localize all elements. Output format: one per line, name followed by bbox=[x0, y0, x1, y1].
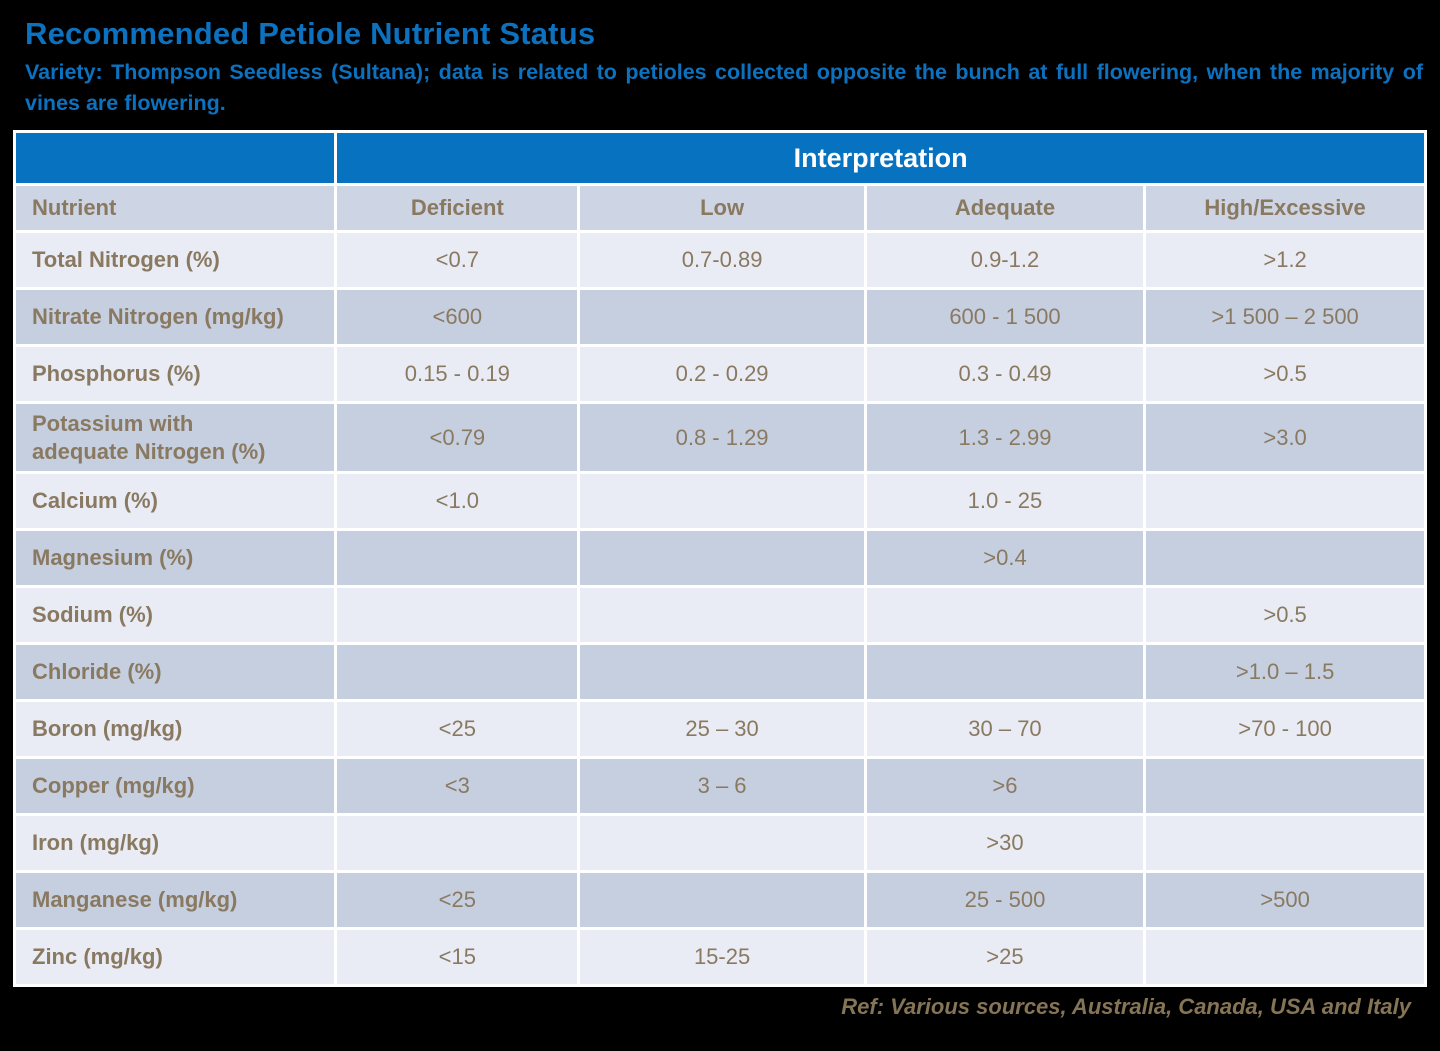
deficient-value-cell: <3 bbox=[337, 759, 578, 814]
table-row: Zinc (mg/kg) <15 15-25 >25 bbox=[16, 930, 1424, 985]
table-row: Nitrate Nitrogen (mg/kg) <600 600 - 1 500 >… bbox=[16, 290, 1424, 345]
high-value-cell: >0.5 bbox=[1146, 588, 1424, 643]
high-value-cell: >3.0 bbox=[1146, 404, 1424, 472]
low-value-cell bbox=[580, 816, 864, 871]
column-header-nutrient: Nutrient bbox=[16, 186, 335, 231]
low-value-cell bbox=[580, 645, 864, 700]
high-value-cell: >70 - 100 bbox=[1146, 702, 1424, 757]
adequate-value-cell: 1.3 - 2.99 bbox=[866, 404, 1144, 472]
table-row: Iron (mg/kg) >30 bbox=[16, 816, 1424, 871]
adequate-value-cell: 600 - 1 500 bbox=[866, 290, 1144, 345]
low-value-cell bbox=[580, 474, 864, 529]
deficient-value-cell: 0.15 - 0.19 bbox=[337, 347, 578, 402]
deficient-value-cell: <15 bbox=[337, 930, 578, 985]
nutrient-cell: Calcium (%) bbox=[16, 474, 335, 529]
high-value-cell: >0.5 bbox=[1146, 347, 1424, 402]
interpretation-header-row: Interpretation bbox=[16, 133, 1424, 184]
high-value-cell bbox=[1146, 474, 1424, 529]
adequate-value-cell bbox=[866, 645, 1144, 700]
low-value-cell: 0.8 - 1.29 bbox=[580, 404, 864, 472]
nutrient-cell: Magnesium (%) bbox=[16, 531, 335, 586]
deficient-value-cell bbox=[337, 588, 578, 643]
table-row: Total Nitrogen (%) <0.7 0.7-0.89 0.9-1.2 >1.… bbox=[16, 233, 1424, 288]
low-value-cell: 0.7-0.89 bbox=[580, 233, 864, 288]
adequate-value-cell: 0.9-1.2 bbox=[866, 233, 1144, 288]
deficient-value-cell bbox=[337, 531, 578, 586]
deficient-value-cell: <600 bbox=[337, 290, 578, 345]
low-value-cell bbox=[580, 873, 864, 928]
low-value-cell bbox=[580, 290, 864, 345]
table-row: Chloride (%) >1.0 – 1.5 bbox=[16, 645, 1424, 700]
table-row: Magnesium (%) >0.4 bbox=[16, 531, 1424, 586]
adequate-value-cell: >30 bbox=[866, 816, 1144, 871]
table-row: Potassium with adequate Nitrogen (%) <0.7… bbox=[16, 404, 1424, 472]
high-value-cell: >1 500 – 2 500 bbox=[1146, 290, 1424, 345]
low-value-cell bbox=[580, 588, 864, 643]
page-title: Recommended Petiole Nutrient Status bbox=[25, 16, 596, 51]
nutrient-cell: Iron (mg/kg) bbox=[16, 816, 335, 871]
reference-note: Ref: Various sources, Australia, Canada,… bbox=[841, 994, 1411, 1020]
deficient-value-cell: <0.79 bbox=[337, 404, 578, 472]
column-header-row: Nutrient Deficient Low Adequate High/Exc… bbox=[16, 186, 1424, 231]
table-body: Total Nitrogen (%) <0.7 0.7-0.89 0.9-1.2 >1.… bbox=[16, 233, 1424, 985]
high-value-cell bbox=[1146, 930, 1424, 985]
table-row: Boron (mg/kg) <25 25 – 30 30 – 70 >70 - 100 bbox=[16, 702, 1424, 757]
nutrient-cell: Sodium (%) bbox=[16, 588, 335, 643]
interpretation-header: Interpretation bbox=[337, 133, 1424, 184]
deficient-value-cell: <25 bbox=[337, 702, 578, 757]
deficient-value-cell: <25 bbox=[337, 873, 578, 928]
table-row: Calcium (%) <1.0 1.0 - 25 bbox=[16, 474, 1424, 529]
nutrient-cell: Manganese (mg/kg) bbox=[16, 873, 335, 928]
deficient-value-cell: <1.0 bbox=[337, 474, 578, 529]
high-value-cell bbox=[1146, 816, 1424, 871]
table-row: Phosphorus (%) 0.15 - 0.19 0.2 - 0.29 0.3 -… bbox=[16, 347, 1424, 402]
nutrient-cell: Chloride (%) bbox=[16, 645, 335, 700]
nutrient-cell: Zinc (mg/kg) bbox=[16, 930, 335, 985]
high-value-cell: >500 bbox=[1146, 873, 1424, 928]
table-row: Copper (mg/kg) <3 3 – 6 >6 bbox=[16, 759, 1424, 814]
adequate-value-cell: 30 – 70 bbox=[866, 702, 1144, 757]
adequate-value-cell: >6 bbox=[866, 759, 1144, 814]
low-value-cell bbox=[580, 531, 864, 586]
deficient-value-cell bbox=[337, 816, 578, 871]
column-header-deficient: Deficient bbox=[337, 186, 578, 231]
column-header-low: Low bbox=[580, 186, 864, 231]
adequate-value-cell: 25 - 500 bbox=[866, 873, 1144, 928]
nutrient-cell: Potassium with adequate Nitrogen (%) bbox=[16, 404, 335, 472]
adequate-value-cell: 1.0 - 25 bbox=[866, 474, 1144, 529]
low-value-cell: 3 – 6 bbox=[580, 759, 864, 814]
table-row: Sodium (%) >0.5 bbox=[16, 588, 1424, 643]
high-value-cell bbox=[1146, 531, 1424, 586]
low-value-cell: 15-25 bbox=[580, 930, 864, 985]
adequate-value-cell bbox=[866, 588, 1144, 643]
nutrient-cell: Phosphorus (%) bbox=[16, 347, 335, 402]
deficient-value-cell bbox=[337, 645, 578, 700]
high-value-cell: >1.0 – 1.5 bbox=[1146, 645, 1424, 700]
adequate-value-cell: >0.4 bbox=[866, 531, 1144, 586]
nutrient-cell: Total Nitrogen (%) bbox=[16, 233, 335, 288]
low-value-cell: 0.2 - 0.29 bbox=[580, 347, 864, 402]
column-header-high-excessive: High/Excessive bbox=[1146, 186, 1424, 231]
high-value-cell: >1.2 bbox=[1146, 233, 1424, 288]
nutrient-cell: Nitrate Nitrogen (mg/kg) bbox=[16, 290, 335, 345]
nutrient-cell: Boron (mg/kg) bbox=[16, 702, 335, 757]
low-value-cell: 25 – 30 bbox=[580, 702, 864, 757]
adequate-value-cell: >25 bbox=[866, 930, 1144, 985]
table-row: Manganese (mg/kg) <25 25 - 500 >500 bbox=[16, 873, 1424, 928]
high-value-cell bbox=[1146, 759, 1424, 814]
page-subtitle: Variety: Thompson Seedless (Sultana); da… bbox=[25, 60, 1423, 115]
empty-header-cell bbox=[16, 133, 335, 184]
deficient-value-cell: <0.7 bbox=[337, 233, 578, 288]
nutrient-status-table: Interpretation Nutrient Deficient Low Ad… bbox=[13, 130, 1427, 988]
nutrient-cell: Copper (mg/kg) bbox=[16, 759, 335, 814]
column-header-adequate: Adequate bbox=[866, 186, 1144, 231]
adequate-value-cell: 0.3 - 0.49 bbox=[866, 347, 1144, 402]
